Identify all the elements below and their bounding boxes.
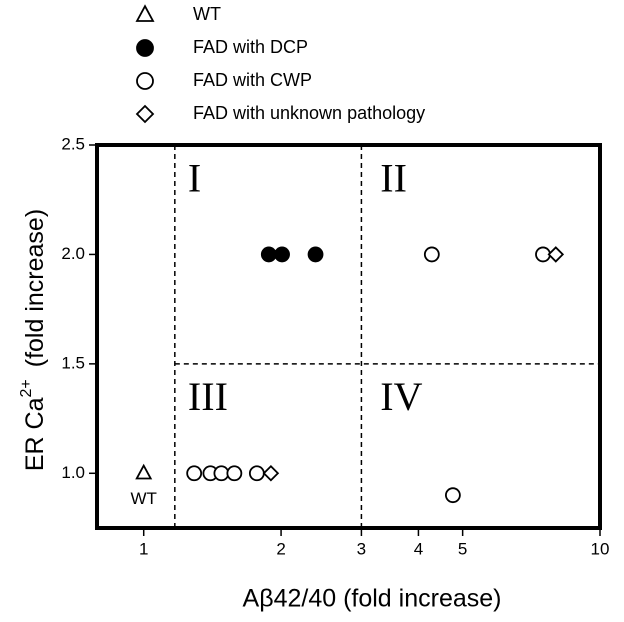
y-tick-label: 2.0 (61, 244, 85, 263)
point (444, 487, 461, 504)
point (186, 465, 203, 482)
annotation: WT (130, 489, 156, 508)
point (423, 246, 440, 263)
y-tick-label: 1.0 (61, 463, 85, 482)
legend-marker (135, 104, 155, 124)
point (307, 246, 324, 263)
x-tick-label: 10 (591, 539, 610, 558)
x-tick-label: 3 (357, 539, 366, 558)
legend-marker (136, 72, 154, 90)
x-tick-label: 1 (139, 539, 148, 558)
point (274, 246, 290, 263)
x-tick-label: 5 (458, 539, 467, 558)
x-axis-label: Aβ42/40 (fold increase) (243, 585, 502, 613)
legend-label: WT (193, 4, 221, 24)
annotation: II (380, 155, 407, 200)
annotation: IV (380, 374, 422, 419)
legend-marker (136, 39, 154, 57)
plot-frame (95, 143, 602, 530)
legend-label: FAD with CWP (193, 70, 312, 90)
y-axis-label-sup: 2+ (18, 379, 35, 397)
point (260, 246, 277, 263)
point (262, 465, 280, 482)
point (226, 465, 243, 482)
point (248, 465, 265, 482)
annotation: III (188, 374, 228, 419)
point (547, 246, 565, 263)
legend-label: FAD with unknown pathology (193, 103, 425, 123)
y-axis-label-main: ER Ca (21, 397, 49, 471)
x-tick-label: 4 (414, 539, 423, 558)
y-tick-label: 2.5 (61, 134, 85, 153)
point (213, 465, 230, 482)
y-axis-label: ER Ca2+ (fold increase) (18, 209, 48, 471)
point (135, 463, 153, 480)
legend-marker (135, 4, 155, 22)
legend-label: FAD with DCP (193, 37, 308, 57)
annotation: I (188, 155, 201, 200)
y-axis-label-suffix: (fold increase) (21, 209, 49, 367)
y-tick-label: 1.5 (61, 353, 85, 372)
x-tick-label: 2 (276, 539, 285, 558)
